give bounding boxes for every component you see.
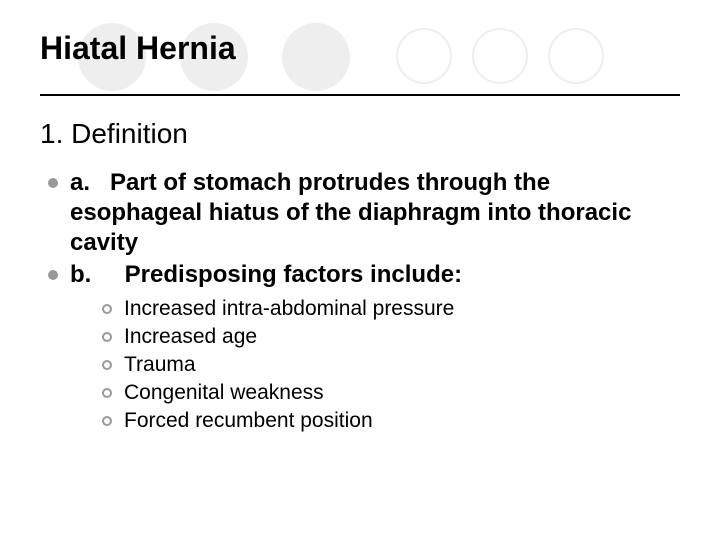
bullet-item: b. Predisposing factors include: [48, 260, 678, 290]
deco-circle-outline [396, 28, 452, 84]
sub-bullet-circle-icon [102, 304, 112, 314]
bullet-text: b. Predisposing factors include: [70, 260, 462, 290]
sub-bullet-circle-icon [102, 332, 112, 342]
sub-bullet-text: Trauma [124, 352, 196, 379]
section-heading: 1. Definition [40, 118, 188, 150]
deco-circle-outline [548, 28, 604, 84]
sub-bullet-list: Increased intra-abdominal pressure Incre… [102, 296, 678, 434]
content-area: a. Part of stomach protrudes through the… [48, 168, 678, 435]
sub-bullet-item: Increased intra-abdominal pressure [102, 296, 678, 323]
sub-bullet-item: Increased age [102, 324, 678, 351]
sub-bullet-item: Forced recumbent position [102, 408, 678, 435]
deco-circle-outline [472, 28, 528, 84]
sub-bullet-text: Forced recumbent position [124, 408, 373, 435]
sub-bullet-circle-icon [102, 388, 112, 398]
slide-title: Hiatal Hernia [40, 30, 236, 67]
sub-bullet-text: Increased intra-abdominal pressure [124, 296, 454, 323]
sub-bullet-circle-icon [102, 416, 112, 426]
deco-circle-filled [282, 23, 350, 91]
sub-bullet-text: Increased age [124, 324, 257, 351]
sub-bullet-item: Trauma [102, 352, 678, 379]
sub-bullet-text: Congenital weakness [124, 380, 324, 407]
title-underline [40, 94, 680, 96]
sub-bullet-circle-icon [102, 360, 112, 370]
sub-bullet-item: Congenital weakness [102, 380, 678, 407]
bullet-item: a. Part of stomach protrudes through the… [48, 168, 678, 258]
bullet-text: a. Part of stomach protrudes through the… [70, 168, 678, 258]
bullet-dot-icon [48, 178, 58, 188]
bullet-dot-icon [48, 270, 58, 280]
